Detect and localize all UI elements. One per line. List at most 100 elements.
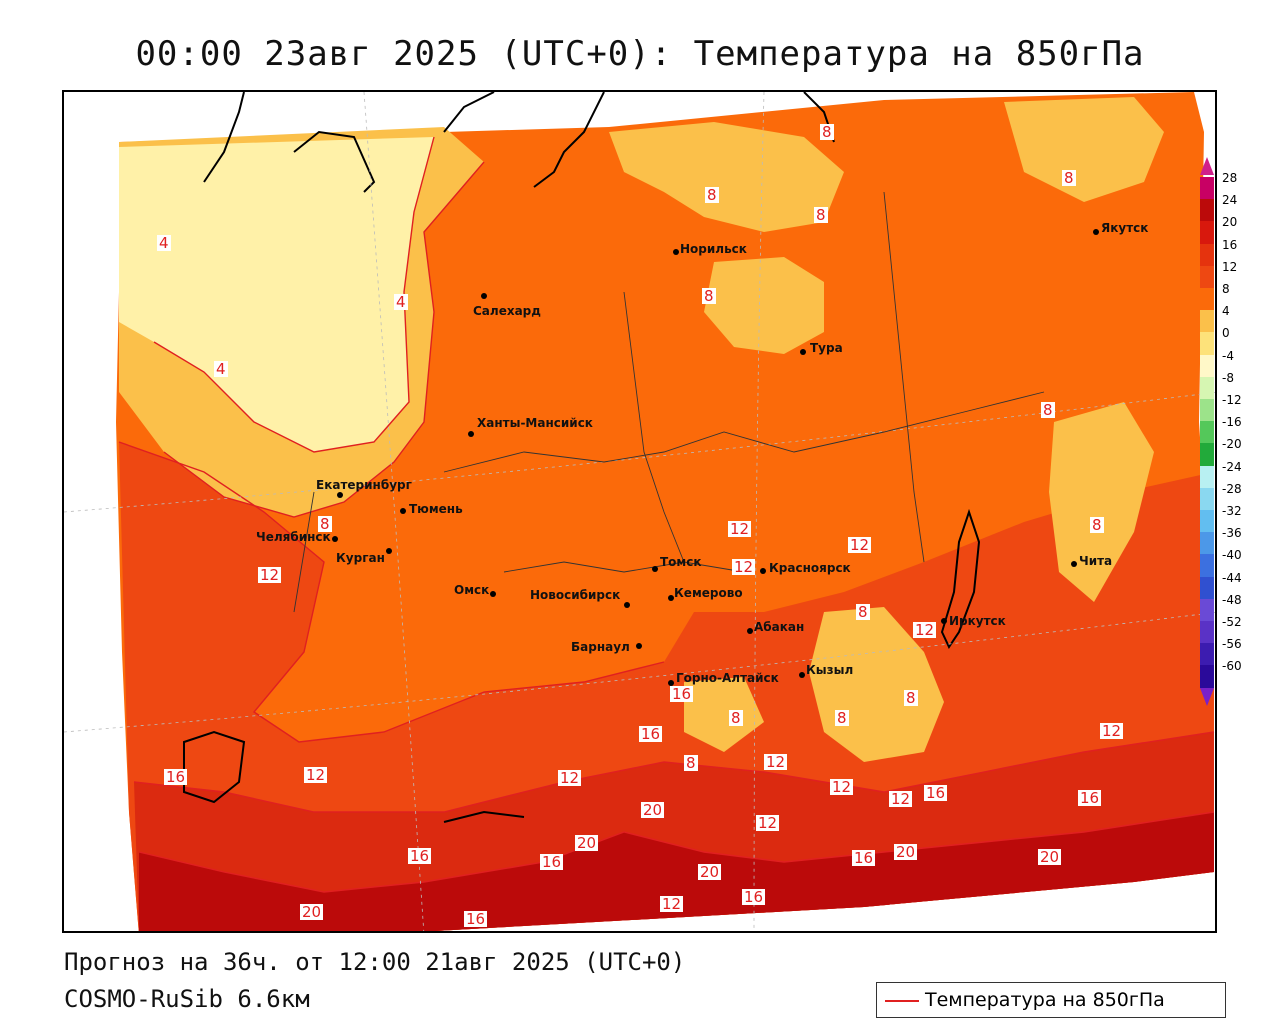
legend-swatch (1200, 177, 1214, 200)
band-4-8-north (609, 122, 844, 232)
legend-swatch (1200, 443, 1214, 466)
contour-label: 12 (660, 895, 684, 913)
legend-swatch (1200, 576, 1214, 599)
contour-label: 20 (575, 834, 599, 852)
legend-swatch (1200, 332, 1214, 355)
legend-tick: -12 (1222, 393, 1242, 407)
contour-label: 16 (164, 768, 188, 786)
contour-label: 12 (756, 814, 780, 832)
city-marker (490, 591, 496, 597)
model-name: COSMO-RuSib 6.6км (64, 985, 310, 1013)
contour-label: 16 (408, 847, 432, 865)
city-marker (747, 628, 753, 634)
city-label: Кемерово (674, 586, 743, 600)
city-label: Кызыл (806, 663, 854, 677)
contour-label: 12 (889, 790, 913, 808)
legend-swatch (1200, 265, 1214, 288)
contour-label: 16 (1078, 789, 1102, 807)
map-field-svg (64, 92, 1215, 931)
city-marker (799, 672, 805, 678)
city-label: Барнаул (571, 640, 630, 654)
contour-label: 8 (835, 709, 849, 727)
city-label: Тура (810, 341, 843, 355)
contour-label: 12 (913, 621, 937, 639)
legend-tick: -52 (1222, 615, 1242, 629)
city-label: Курган (336, 551, 385, 565)
contour-label: 8 (1090, 516, 1104, 534)
contour-label: 12 (728, 520, 752, 538)
city-marker (941, 618, 947, 624)
legend-swatch (1200, 310, 1214, 333)
city-label: Норильск (680, 242, 747, 256)
city-marker (1071, 561, 1077, 567)
contour-label: 16 (852, 849, 876, 867)
city-marker (468, 431, 474, 437)
region-borders (293, 191, 1045, 613)
city-label: Салехард (473, 304, 541, 318)
contour-label: 20 (894, 843, 918, 861)
band-lt4-west (119, 137, 434, 452)
city-marker (673, 249, 679, 255)
city-label: Иркутск (949, 614, 1006, 628)
city-marker (337, 492, 343, 498)
contour-label: 16 (464, 910, 488, 928)
legend-tick: 12 (1222, 259, 1238, 274)
contour-label: 8 (318, 515, 332, 533)
legend-swatch (1200, 199, 1214, 222)
contour-label: 12 (848, 536, 872, 554)
contour-label: 8 (729, 709, 743, 727)
legend-swatch (1200, 532, 1214, 555)
legend-swatch (1200, 354, 1214, 377)
band-4-8-chita (1049, 402, 1154, 602)
band-4-8-tura (704, 257, 824, 354)
contour-label: 8 (705, 186, 719, 204)
legend-arrow-top (1200, 157, 1214, 175)
contour-label: 16 (742, 888, 766, 906)
contour-label: 4 (394, 293, 408, 311)
contour-label: 8 (684, 754, 698, 772)
city-label: Новосибирск (530, 588, 621, 602)
city-marker (760, 568, 766, 574)
legend-swatch (1200, 243, 1214, 266)
contour-label: 20 (641, 801, 665, 819)
contour-key: Температура на 850гПа (876, 982, 1226, 1018)
city-marker (624, 602, 630, 608)
city-label: Чита (1079, 554, 1113, 568)
city-label: Ханты-Мансийск (477, 416, 593, 430)
contour-label: 8 (1062, 169, 1076, 187)
city-label: Красноярск (769, 561, 851, 575)
contour-label: 4 (157, 234, 171, 252)
legend-swatch (1200, 465, 1214, 488)
legend-swatch (1200, 643, 1214, 666)
contour-label: 16 (924, 784, 948, 802)
legend-tick: -60 (1222, 659, 1242, 674)
city-marker (668, 680, 674, 686)
contour-label: 12 (304, 766, 328, 784)
city-label: Якутск (1101, 221, 1149, 235)
contour-key-label: Температура на 850гПа (925, 989, 1165, 1011)
contour-label: 12 (258, 566, 282, 584)
band-4-8-yakutsk (1004, 97, 1164, 202)
city-marker (636, 643, 642, 649)
legend-tick: -20 (1222, 437, 1242, 452)
city-label: Тюмень (409, 502, 463, 516)
legend-tick: -8 (1222, 370, 1234, 385)
city-label: Абакан (754, 620, 805, 634)
legend-tick: 28 (1222, 171, 1238, 185)
band-4-8-altai (684, 677, 764, 752)
legend-swatch (1200, 510, 1214, 533)
city-marker (652, 566, 658, 572)
legend-swatch (1200, 598, 1214, 621)
city-marker (668, 595, 674, 601)
legend-tick: -4 (1222, 348, 1234, 363)
legend-tick: 8 (1222, 282, 1230, 296)
legend-tick: 0 (1222, 326, 1230, 341)
map-title: 00:00 23авг 2025 (UTC+0): Температура на… (135, 34, 1145, 74)
legend-swatch (1200, 399, 1214, 422)
legend-swatch (1200, 421, 1214, 444)
contour-label: 16 (639, 725, 663, 743)
contour-label: 8 (702, 287, 716, 305)
contour-label: 20 (300, 903, 324, 921)
legend-swatch (1200, 487, 1214, 510)
temperature-contours (118, 136, 1215, 893)
